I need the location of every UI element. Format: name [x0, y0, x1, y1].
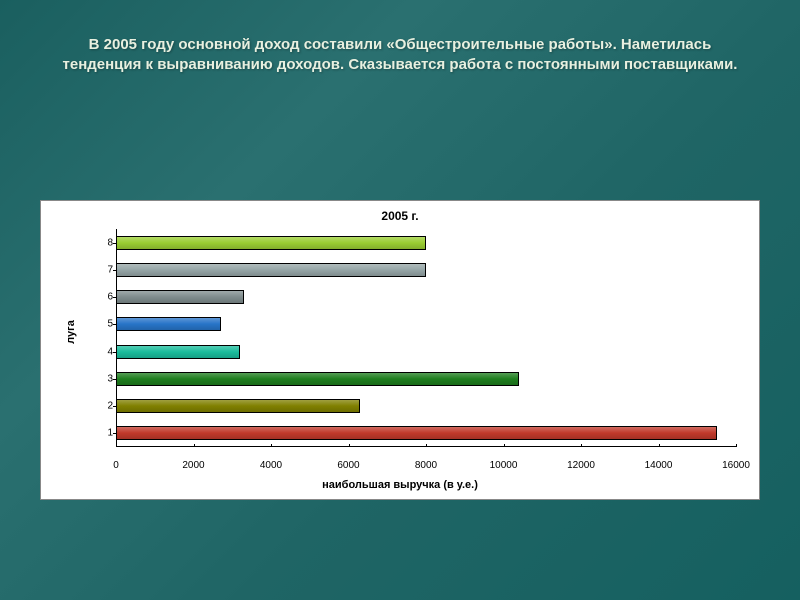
y-tick-label: 6	[99, 292, 113, 303]
y-axis-label: луга	[65, 320, 77, 344]
x-tick-label: 8000	[415, 460, 437, 471]
bar	[116, 263, 426, 277]
bar	[116, 399, 360, 413]
bar	[116, 426, 717, 440]
x-tick-mark	[581, 444, 582, 447]
plot-area	[116, 229, 736, 447]
x-tick-label: 12000	[567, 460, 595, 471]
chart-title: 2005 г.	[41, 201, 759, 227]
x-tick-mark	[271, 444, 272, 447]
x-tick-mark	[349, 444, 350, 447]
x-tick-mark	[736, 444, 737, 447]
x-tick-label: 10000	[490, 460, 518, 471]
y-tick-label: 5	[99, 319, 113, 330]
y-tick-label: 4	[99, 346, 113, 357]
bar	[116, 290, 244, 304]
x-tick-label: 16000	[722, 460, 750, 471]
x-tick-mark	[426, 444, 427, 447]
y-tick-label: 2	[99, 401, 113, 412]
y-tick-label: 8	[99, 237, 113, 248]
x-tick-label: 4000	[260, 460, 282, 471]
x-tick-label: 14000	[645, 460, 673, 471]
y-tick-label: 1	[99, 428, 113, 439]
x-tick-mark	[504, 444, 505, 447]
x-axis-label: наибольшая выручка (в у.е.)	[41, 479, 759, 491]
bar	[116, 345, 240, 359]
slide-title: В 2005 году основной доход составили «Об…	[0, 0, 800, 74]
x-tick-label: 2000	[182, 460, 204, 471]
y-tick-label: 3	[99, 373, 113, 384]
bar	[116, 317, 221, 331]
x-tick-mark	[116, 444, 117, 447]
bar	[116, 236, 426, 250]
x-tick-label: 6000	[337, 460, 359, 471]
x-tick-label: 0	[113, 460, 119, 471]
x-tick-mark	[659, 444, 660, 447]
bar	[116, 372, 519, 386]
y-tick-label: 7	[99, 264, 113, 275]
x-tick-mark	[194, 444, 195, 447]
chart-container: 2005 г. луга наибольшая выручка (в у.е.)…	[40, 200, 760, 500]
